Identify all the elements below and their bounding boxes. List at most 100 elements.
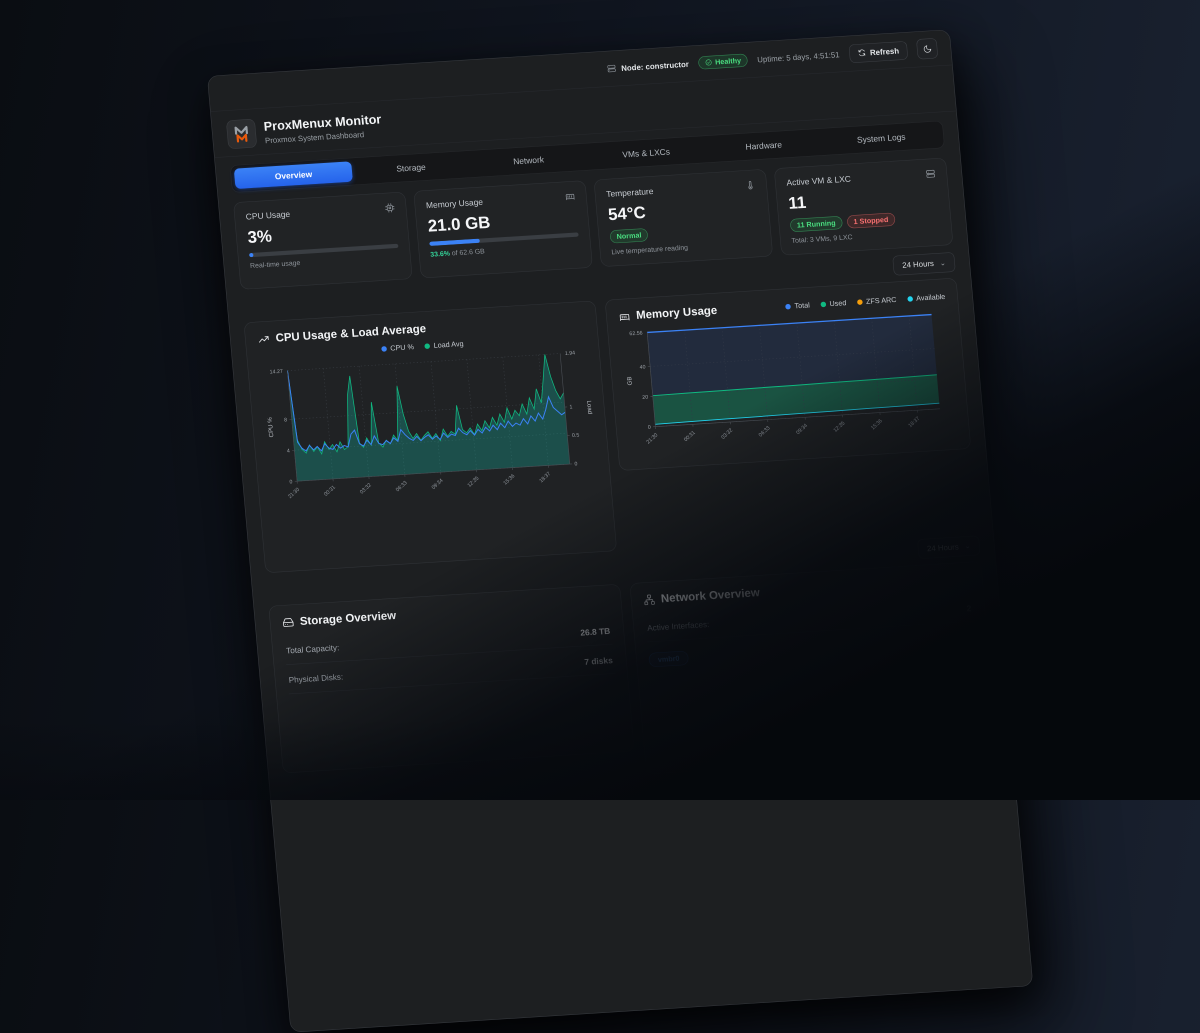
refresh-label: Refresh (870, 46, 900, 57)
vm-stopped-badge: 1 Stopped (846, 213, 895, 229)
svg-text:18:37: 18:37 (538, 471, 552, 484)
header-titles: ProxMenux Monitor Proxmox System Dashboa… (263, 113, 383, 145)
time-range-select[interactable]: 24 Hours ⌄ (892, 252, 955, 276)
svg-text:62.56: 62.56 (629, 330, 643, 337)
temperature-card-label: Temperature (606, 186, 654, 199)
legend-label: Available (916, 292, 946, 302)
refresh-button[interactable]: Refresh (848, 41, 908, 63)
svg-text:15:36: 15:36 (870, 418, 884, 431)
svg-text:0.5: 0.5 (572, 433, 580, 439)
vm-card-label: Active VM & LXC (786, 174, 851, 188)
svg-text:20: 20 (642, 395, 648, 401)
health-label: Healthy (715, 56, 742, 66)
legend-label: ZFS ARC (866, 295, 897, 305)
cpu-card-label: CPU Usage (245, 209, 290, 221)
svg-text:21:30: 21:30 (287, 487, 301, 500)
cpu-chart-title: CPU Usage & Load Average (275, 323, 426, 346)
cpu-progress-fill (249, 253, 254, 257)
node-label: Node: constructor (621, 59, 689, 72)
legend-dot (785, 303, 791, 309)
row-label: Physical Disks: (288, 672, 343, 684)
tab-system-logs[interactable]: System Logs (822, 124, 941, 152)
svg-text:0: 0 (289, 479, 293, 485)
memory-usage-value: 21.0 GB (427, 207, 578, 236)
svg-text:15:36: 15:36 (503, 473, 517, 486)
svg-text:Load: Load (585, 400, 593, 415)
hard-drive-icon (282, 617, 294, 629)
svg-text:CPU %: CPU % (267, 417, 276, 438)
tab-network[interactable]: Network (469, 147, 588, 175)
legend-item: Load Avg (424, 339, 464, 350)
svg-text:12:35: 12:35 (833, 421, 847, 434)
row-value: 7 disks (584, 655, 613, 666)
time-range-value: 24 Hours (902, 259, 934, 270)
storage-panel-title: Storage Overview (299, 609, 396, 628)
svg-text:06:33: 06:33 (395, 480, 409, 493)
proxmenux-logo (226, 119, 257, 150)
svg-text:4: 4 (287, 448, 291, 454)
legend-label: CPU % (390, 343, 414, 353)
moon-icon (922, 44, 932, 54)
temperature-status-badge: Normal (609, 228, 648, 244)
svg-text:40: 40 (639, 364, 645, 370)
temperature-value: 54°C (607, 196, 758, 225)
svg-text:09:34: 09:34 (431, 478, 445, 491)
svg-text:14.27: 14.27 (269, 369, 283, 376)
svg-text:1.94: 1.94 (565, 350, 576, 357)
node-info: Node: constructor (607, 59, 690, 74)
time-range-select[interactable]: 24 Hours ⌄ (917, 535, 980, 559)
refresh-icon (857, 48, 866, 57)
chevron-down-icon: ⌄ (964, 542, 971, 550)
svg-text:12:35: 12:35 (467, 476, 481, 489)
legend-dot (907, 296, 913, 302)
storage-overview-panel: Storage Overview Total Capacity: 26.8 TB… (268, 584, 634, 774)
svg-text:03:32: 03:32 (720, 428, 734, 441)
row-label: Active Interfaces: (647, 620, 710, 633)
vm-count-value: 11 (788, 185, 939, 214)
tab-hardware[interactable]: Hardware (704, 132, 823, 160)
memory-usage-card: Memory Usage 21.0 GB 33.6% of 62.6 GB (413, 180, 592, 278)
server-icon (607, 63, 617, 73)
chevron-down-icon: ⌄ (940, 259, 947, 267)
legend-item: Used (820, 299, 846, 309)
svg-text:8: 8 (284, 417, 288, 423)
network-icon (643, 594, 655, 606)
row-label: Total Capacity: (286, 643, 340, 655)
legend-dot (424, 343, 430, 349)
network-panel-title: Network Overview (660, 586, 760, 605)
health-badge: Healthy (698, 53, 748, 69)
memory-stick-icon (565, 191, 576, 202)
svg-text:06:33: 06:33 (758, 425, 772, 438)
tab-overview[interactable]: Overview (234, 161, 353, 189)
memory-card-label: Memory Usage (426, 197, 484, 210)
svg-text:03:32: 03:32 (359, 482, 373, 495)
cpu-usage-value: 3% (247, 219, 398, 248)
legend-dot (857, 299, 863, 305)
legend-dot (820, 301, 826, 307)
svg-text:00:31: 00:31 (323, 485, 337, 498)
svg-text:09:34: 09:34 (795, 423, 809, 436)
cpu-usage-card: CPU Usage 3% Real-time usage (233, 192, 412, 290)
time-range-value: 24 Hours (927, 542, 959, 553)
svg-text:0: 0 (574, 461, 578, 467)
theme-toggle-button[interactable] (916, 38, 938, 60)
trending-up-icon (257, 333, 270, 346)
legend-item: Available (907, 292, 946, 303)
legend-label: Total (794, 301, 810, 310)
tab-vms-lxcs[interactable]: VMs & LXCs (586, 139, 705, 167)
network-overview-panel: Network Overview Active Interfaces: 2 vm… (629, 561, 997, 774)
tab-storage[interactable]: Storage (351, 154, 470, 182)
svg-text:18:37: 18:37 (908, 416, 922, 429)
memory-stick-icon (618, 311, 630, 323)
row-value: 2 (966, 603, 972, 613)
memory-percent-label: 33.6% (430, 250, 450, 258)
svg-text:21:30: 21:30 (646, 432, 660, 445)
thermometer-icon (745, 180, 756, 191)
row-value: 26.8 TB (580, 626, 611, 637)
temperature-card: Temperature 54°C Normal Live temperature… (594, 169, 773, 267)
svg-text:GB: GB (626, 376, 634, 385)
cpu-chip-icon (384, 202, 395, 213)
cpu-load-panel: CPU Usage & Load Average CPU % Load Avg … (244, 300, 617, 572)
